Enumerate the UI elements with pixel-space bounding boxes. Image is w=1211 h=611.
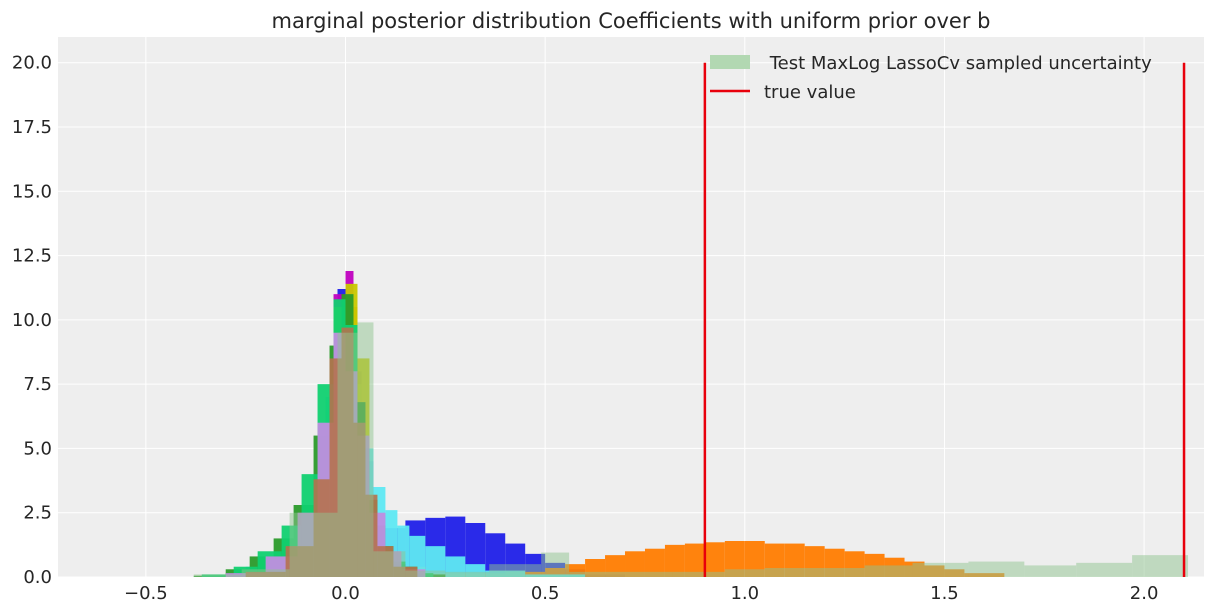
histogram-bar xyxy=(405,570,446,577)
y-tick-label: 7.5 xyxy=(23,374,52,395)
histogram-bar xyxy=(704,542,725,577)
histogram-bar xyxy=(1076,562,1133,577)
x-axis-ticks: −0.5 0.0 0.5 1.0 1.5 2.0 xyxy=(124,583,1158,604)
x-tick-label: −0.5 xyxy=(124,583,168,604)
histogram-bar xyxy=(724,569,765,577)
chart-title: marginal posterior distribution Coeffici… xyxy=(272,9,991,33)
y-tick-label: 15.0 xyxy=(12,181,52,202)
histogram-bar xyxy=(385,510,398,577)
x-tick-label: 0.5 xyxy=(531,583,560,604)
grid-lines xyxy=(58,37,1204,578)
histogram-bar xyxy=(425,546,446,577)
histogram-bar xyxy=(541,552,570,577)
x-tick-label: 2.0 xyxy=(1130,583,1159,604)
histogram-bar xyxy=(241,569,290,577)
histogram-bar xyxy=(289,512,338,577)
histogram-bar xyxy=(864,565,913,577)
histogram-bar xyxy=(465,523,486,577)
histogram-bar xyxy=(373,551,406,577)
x-tick-label: 1.0 xyxy=(730,583,759,604)
y-tick-label: 5.0 xyxy=(23,438,52,459)
histogram-bar xyxy=(684,543,705,577)
histogram-bars xyxy=(193,271,1189,577)
x-tick-label: 1.5 xyxy=(930,583,959,604)
y-tick-label: 10.0 xyxy=(12,310,52,331)
legend-patch-uncertainty xyxy=(710,55,750,69)
histogram-bar xyxy=(968,561,1025,577)
histogram-bar xyxy=(569,571,673,577)
legend: Test MaxLog LassoCv sampled uncertainty … xyxy=(710,53,1152,103)
y-tick-label: 17.5 xyxy=(12,117,52,138)
histogram-bar xyxy=(1024,565,1077,577)
y-tick-label: 12.5 xyxy=(12,246,52,267)
histogram-bar xyxy=(605,555,626,577)
histogram-bar xyxy=(337,332,358,577)
plot-background xyxy=(58,37,1204,577)
histogram-bar xyxy=(193,574,242,577)
histogram-bar xyxy=(357,322,374,577)
y-tick-label: 0.0 xyxy=(23,567,52,588)
legend-label-uncertainty: Test MaxLog LassoCv sampled uncertainty xyxy=(764,53,1152,74)
histogram-bar xyxy=(664,544,685,577)
y-axis-ticks: 0.0 2.5 5.0 7.5 10.0 12.5 15.0 17.5 20.0 xyxy=(12,53,52,588)
histogram-bar xyxy=(724,541,745,577)
histogram-bar xyxy=(912,562,969,577)
legend-label-true-value: true value xyxy=(764,82,856,103)
histogram-bar xyxy=(744,541,765,577)
histogram-bar xyxy=(625,551,645,577)
histogram-bar xyxy=(644,548,665,577)
histogram-bar xyxy=(764,568,865,577)
y-tick-label: 20.0 xyxy=(12,53,52,74)
histogram-bar xyxy=(672,571,725,577)
true-value-lines xyxy=(703,62,1186,577)
histogram-bar xyxy=(1132,555,1189,577)
histogram-bar xyxy=(329,358,342,577)
histogram-bar xyxy=(445,571,490,577)
x-tick-label: 0.0 xyxy=(331,583,360,604)
histogram-bar xyxy=(489,564,542,577)
histogram-series-9 xyxy=(193,322,1189,577)
y-tick-label: 2.5 xyxy=(23,503,52,524)
